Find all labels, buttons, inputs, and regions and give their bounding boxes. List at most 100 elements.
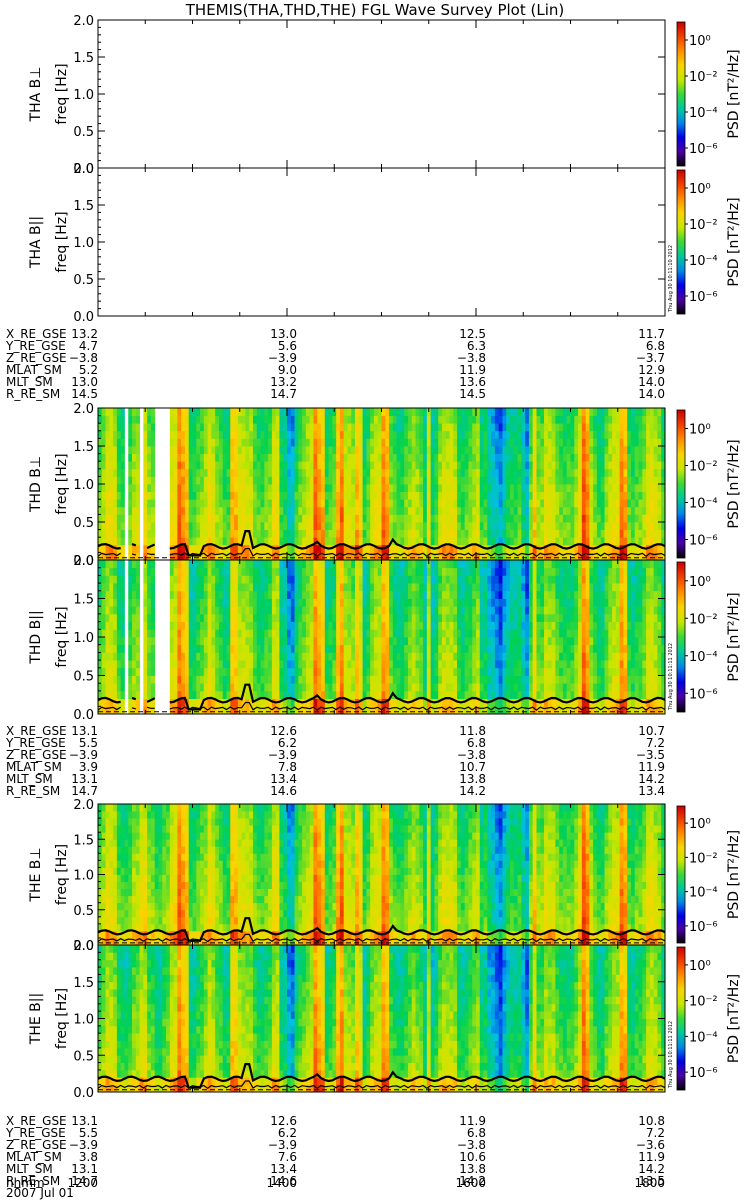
- heatmap-cell: [423, 629, 428, 638]
- heatmap-cell: [234, 423, 239, 432]
- heatmap-cell: [373, 683, 379, 692]
- heatmap-cell: [173, 415, 178, 424]
- heatmap-cell: [347, 430, 352, 439]
- heatmap-cell: [287, 683, 292, 692]
- heatmap-cell: [419, 430, 424, 439]
- heatmap-cell: [619, 529, 624, 538]
- heatmap-cell: [302, 537, 307, 546]
- heatmap-cell: [441, 415, 447, 424]
- heatmap-cell: [392, 446, 398, 454]
- heatmap-cell: [317, 430, 322, 439]
- heatmap-cell: [498, 491, 503, 500]
- heatmap-cell: [657, 408, 662, 416]
- heatmap-cell: [200, 598, 205, 607]
- heatmap-cell: [457, 575, 462, 584]
- heatmap-cell: [411, 468, 416, 477]
- heatmap-cell: [559, 499, 564, 508]
- heatmap-cell: [415, 461, 420, 470]
- heatmap-cell: [283, 408, 288, 416]
- heatmap-cell: [619, 484, 624, 492]
- heatmap-cell: [203, 613, 209, 622]
- heatmap-cell: [532, 461, 537, 470]
- heatmap-cell: [464, 499, 469, 508]
- heatmap-cell: [116, 506, 122, 515]
- heatmap-cell: [370, 675, 375, 684]
- heatmap-cell: [196, 514, 201, 523]
- heatmap-cell: [116, 560, 122, 569]
- heatmap-cell: [132, 453, 137, 462]
- heatmap-cell: [275, 423, 280, 432]
- heatmap-cell: [207, 560, 212, 569]
- heatmap-cell: [98, 698, 103, 707]
- heatmap-cell: [646, 453, 651, 462]
- heatmap-cell: [373, 430, 379, 439]
- heatmap-cell: [476, 461, 481, 470]
- heatmap-cell: [332, 598, 337, 607]
- heatmap-cell: [540, 522, 545, 530]
- heatmap-cell: [264, 506, 269, 515]
- heatmap-cell: [347, 522, 352, 530]
- heatmap-cell: [460, 430, 466, 439]
- heatmap-cell: [211, 683, 216, 692]
- heatmap-cell: [268, 461, 273, 470]
- heatmap-cell: [377, 491, 382, 500]
- heatmap-cell: [271, 621, 277, 630]
- heatmap-cell: [196, 430, 201, 439]
- heatmap-cell: [207, 644, 212, 653]
- heatmap-cell: [460, 706, 466, 715]
- heatmap-cell: [196, 522, 201, 530]
- heatmap-cell: [135, 667, 140, 676]
- heatmap-cell: [279, 552, 284, 561]
- heatmap-cell: [196, 698, 201, 707]
- heatmap-cell: [116, 667, 122, 676]
- heatmap-cell: [237, 430, 243, 439]
- heatmap-cell: [472, 438, 477, 447]
- heatmap-cell: [400, 598, 405, 607]
- heatmap-cell: [339, 499, 345, 508]
- heatmap-cell: [116, 446, 122, 454]
- heatmap-cell: [445, 652, 450, 661]
- heatmap-cell: [328, 590, 333, 599]
- heatmap-cell: [570, 430, 575, 439]
- heatmap-cell: [264, 544, 269, 553]
- heatmap-cell: [177, 629, 182, 638]
- heatmap-cell: [256, 544, 261, 553]
- heatmap-cell: [305, 567, 311, 576]
- heatmap-cell: [230, 408, 235, 416]
- heatmap-cell: [596, 514, 602, 523]
- heatmap-cell: [196, 506, 201, 515]
- heatmap-cell: [317, 637, 322, 646]
- heatmap-cell: [532, 491, 537, 500]
- heatmap-cell: [441, 506, 447, 515]
- heatmap-cell: [525, 544, 530, 553]
- heatmap-cell: [646, 552, 651, 561]
- heatmap-cell: [200, 690, 205, 699]
- heatmap-cell: [188, 590, 193, 599]
- heatmap-cell: [181, 423, 186, 432]
- heatmap-cell: [275, 430, 280, 439]
- heatmap-cell: [150, 629, 156, 638]
- heatmap-cell: [150, 506, 156, 515]
- heatmap-cell: [423, 415, 428, 424]
- heatmap-cell: [143, 598, 148, 607]
- heatmap-cell: [630, 453, 636, 462]
- heatmap-cell: [302, 506, 307, 515]
- heatmap-cell: [623, 529, 628, 538]
- heatmap-cell: [377, 468, 382, 477]
- heatmap-cell: [589, 476, 594, 485]
- heatmap-cell: [135, 484, 140, 492]
- heatmap-cell: [536, 461, 541, 470]
- heatmap-cell: [653, 430, 658, 439]
- heatmap-cell: [355, 690, 360, 699]
- heatmap-cell: [423, 430, 428, 439]
- heatmap-cell: [309, 606, 314, 615]
- heatmap-cell: [207, 415, 212, 424]
- heatmap-cell: [642, 468, 647, 477]
- heatmap-cell: [404, 468, 409, 477]
- heatmap-cell: [411, 575, 416, 584]
- heatmap-cell: [438, 613, 443, 622]
- heatmap-cell: [464, 690, 469, 699]
- heatmap-cell: [116, 415, 122, 424]
- heatmap-cell: [562, 529, 568, 538]
- heatmap-cell: [570, 415, 575, 424]
